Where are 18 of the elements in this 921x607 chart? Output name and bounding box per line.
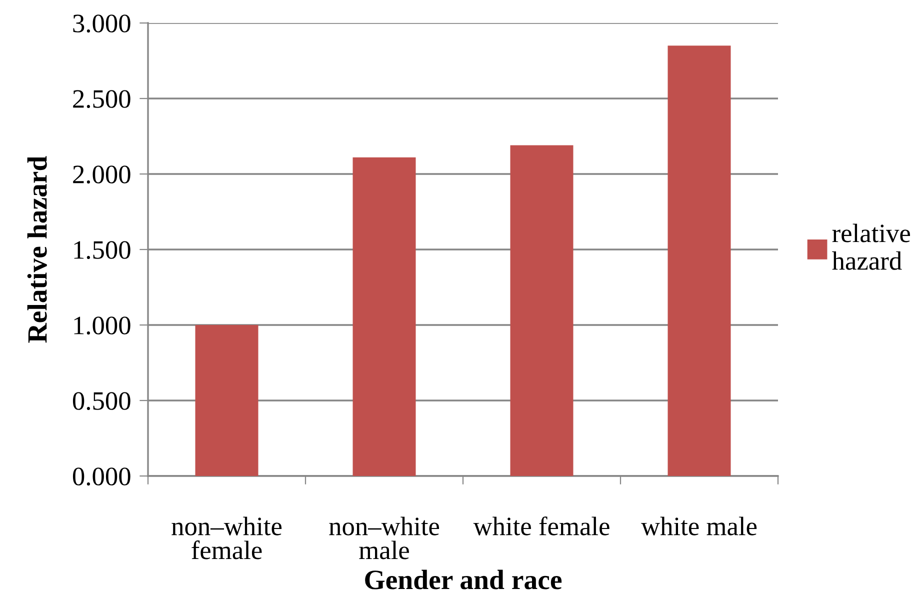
- bar: [510, 145, 574, 476]
- x-tick-label: non–white female: [172, 516, 282, 560]
- x-tick-label: non–white male: [329, 516, 440, 560]
- y-axis-title: Relative hazard: [27, 156, 47, 343]
- y-tick-label: 0.000: [72, 468, 130, 486]
- x-axis-title: Gender and race: [365, 570, 562, 590]
- bar: [195, 325, 258, 476]
- y-tick-label: 1.000: [74, 316, 130, 335]
- bar: [352, 157, 416, 476]
- y-tick-label: 2.000: [73, 166, 130, 184]
- x-tick-label: white male: [641, 516, 757, 536]
- bar: [668, 46, 731, 476]
- legend-label: relative hazard: [832, 224, 910, 270]
- y-tick-label: 2.500: [73, 90, 130, 108]
- y-tick-label: 1.500: [74, 241, 130, 260]
- y-tick-label: 0.500: [72, 392, 130, 410]
- y-tick-label: 3.000: [73, 14, 130, 33]
- x-tick-label: white female: [473, 516, 610, 536]
